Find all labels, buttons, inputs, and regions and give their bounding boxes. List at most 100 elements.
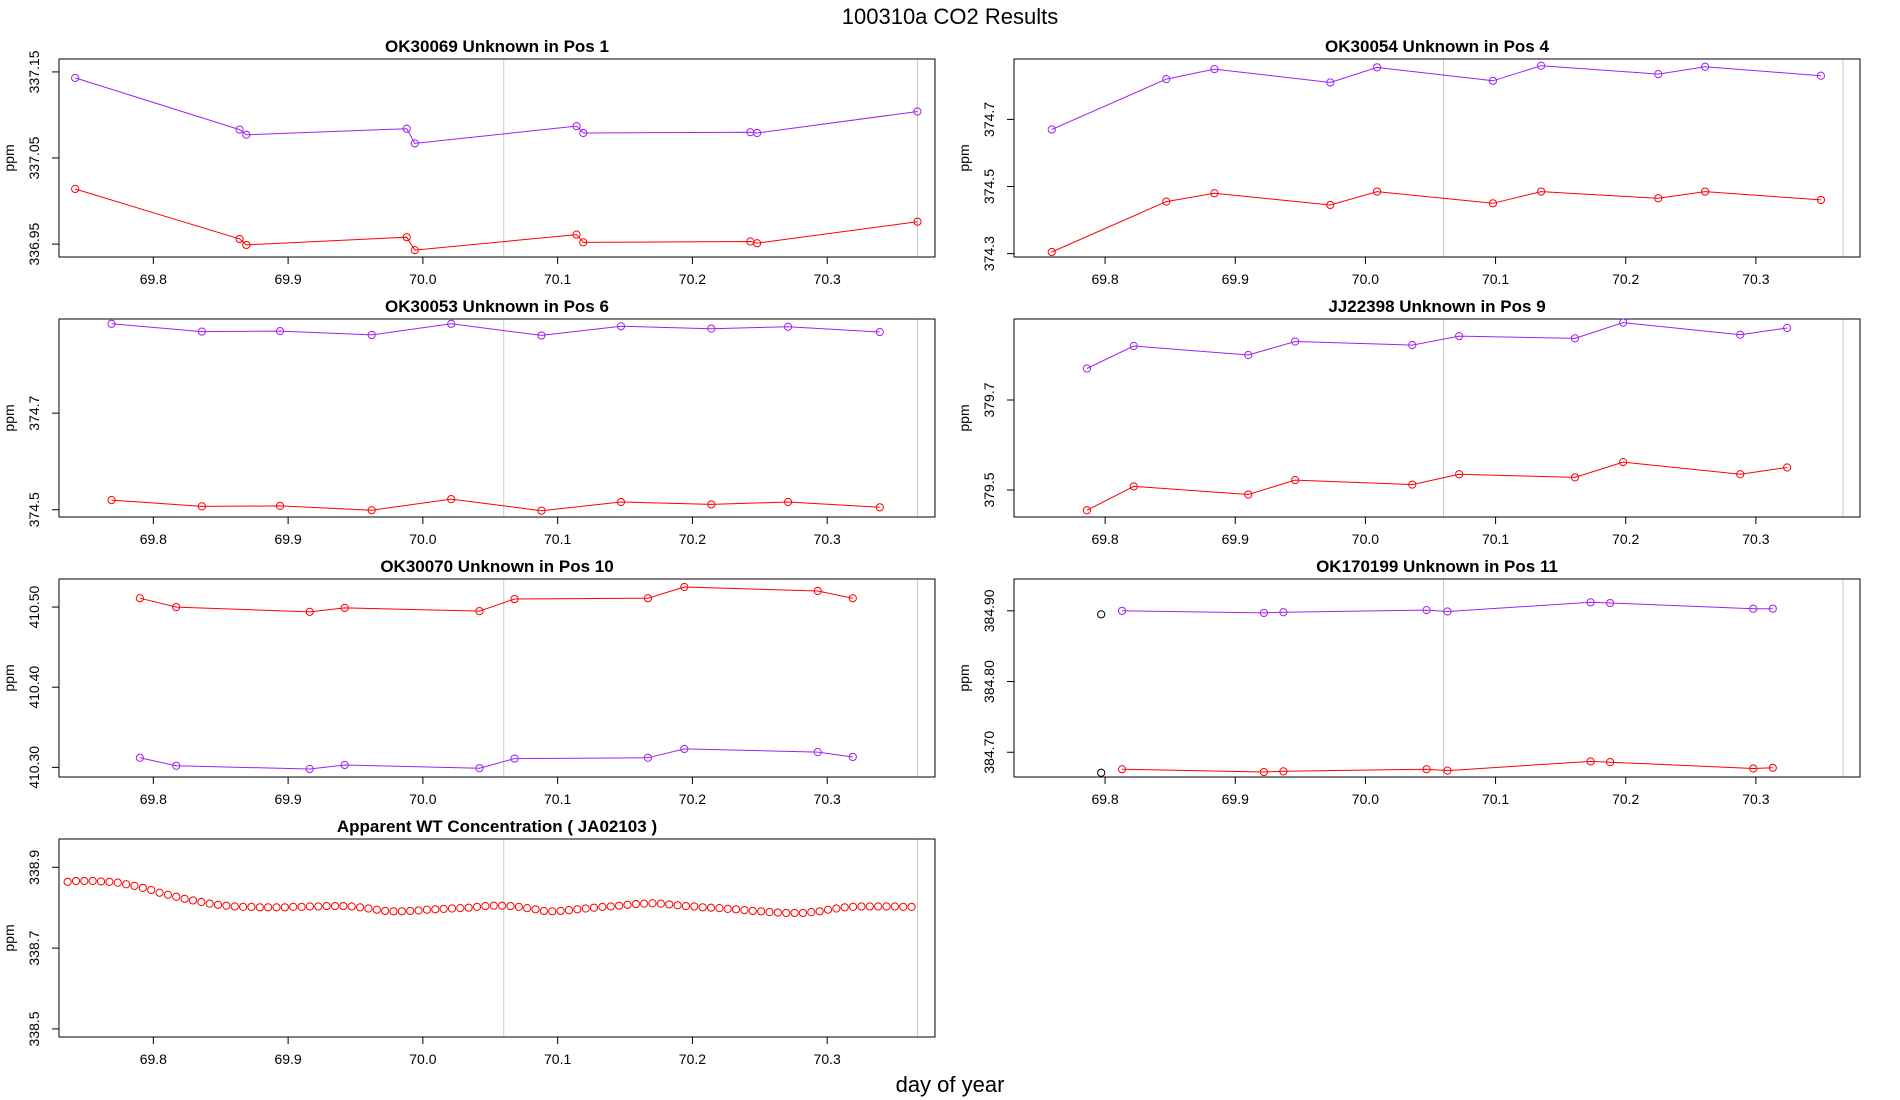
x-tick-label: 70.1	[1482, 271, 1509, 287]
data-point	[80, 876, 89, 886]
data-point	[890, 902, 899, 911]
data-point	[556, 906, 565, 916]
data-point	[188, 896, 198, 905]
series-2	[1082, 458, 1792, 515]
x-tick-label: 70.0	[409, 791, 436, 807]
y-tick-label: 374.3	[981, 236, 997, 271]
data-point	[1749, 764, 1758, 773]
data-point	[138, 883, 147, 892]
data-point	[372, 905, 381, 914]
data-point	[1408, 341, 1417, 350]
panel-1: OK30069 Unknown in Pos 1 69.8 69.9 70.0 70.1…	[1, 37, 936, 287]
data-point	[782, 908, 791, 918]
data-point	[402, 233, 411, 242]
data-point	[1654, 70, 1663, 79]
x-tick-label: 70.0	[409, 271, 436, 287]
data-point	[784, 497, 793, 507]
data-point	[107, 319, 116, 328]
data-point	[1097, 610, 1106, 619]
data-point	[242, 240, 251, 250]
data-point	[406, 906, 415, 916]
panel-title: OK30054 Unknown in Pos 4	[1325, 37, 1549, 56]
plot-frame	[1013, 318, 1861, 518]
series-1	[1117, 598, 1777, 618]
data-point	[456, 903, 465, 913]
data-point	[447, 904, 457, 913]
data-point	[255, 903, 264, 912]
data-point	[122, 880, 131, 889]
data-point	[616, 497, 626, 507]
data-point	[753, 239, 762, 248]
data-point	[631, 899, 640, 909]
data-point	[297, 902, 306, 911]
data-point	[606, 902, 615, 911]
x-tick-label: 70.1	[544, 791, 571, 807]
data-point	[1047, 125, 1056, 134]
x-tick-label: 70.1	[544, 531, 571, 547]
data-point	[1570, 334, 1580, 343]
data-point	[431, 905, 440, 914]
data-point	[305, 607, 314, 616]
data-point	[623, 900, 632, 909]
x-tick-label: 70.1	[544, 271, 571, 287]
data-point	[840, 903, 849, 912]
y-tick-label: 336.95	[26, 222, 42, 265]
data-point	[506, 901, 515, 911]
plot-frame	[58, 58, 936, 258]
series-line	[1051, 65, 1822, 130]
data-point	[475, 606, 484, 616]
data-point	[1783, 323, 1792, 333]
y-tick-label: 410.30	[26, 746, 42, 789]
series-1	[1047, 61, 1826, 134]
data-point	[1082, 506, 1091, 515]
data-point	[205, 899, 214, 908]
data-point	[1606, 758, 1615, 767]
panel-title: OK30053 Unknown in Pos 6	[385, 297, 609, 316]
data-point	[1537, 61, 1546, 70]
data-point	[135, 753, 144, 762]
data-point	[798, 908, 808, 918]
x-tick-label: 70.3	[814, 1051, 841, 1067]
series-1	[107, 319, 884, 340]
data-point	[1586, 598, 1595, 607]
data-point	[155, 888, 164, 897]
data-point	[1586, 757, 1595, 766]
data-point	[1117, 765, 1127, 774]
data-point	[322, 901, 331, 911]
data-point	[1455, 470, 1464, 479]
y-tick-label: 374.5	[26, 492, 42, 527]
x-tick-label: 69.9	[1222, 791, 1249, 807]
data-point	[643, 753, 653, 762]
panel-title: OK30069 Unknown in Pos 1	[385, 37, 609, 56]
data-point	[410, 139, 419, 148]
data-point	[347, 902, 356, 911]
data-point	[1373, 63, 1382, 72]
panel-title: OK30070 Unknown in Pos 10	[380, 557, 613, 576]
panel-6: OK170199 Unknown in Pos 11 69.8 69.9 70.0 70…	[956, 557, 1861, 807]
data-point	[1443, 766, 1452, 775]
data-point	[1408, 480, 1417, 489]
data-point	[247, 902, 256, 911]
data-point	[748, 906, 757, 916]
data-point	[289, 902, 298, 911]
data-point	[1210, 189, 1219, 198]
data-point	[275, 501, 285, 510]
y-tick-label: 374.5	[981, 169, 997, 204]
data-point	[690, 902, 699, 911]
data-point	[531, 905, 540, 914]
y-axis-label: ppm	[956, 144, 972, 171]
data-point	[264, 903, 273, 912]
data-point	[414, 906, 423, 915]
data-point	[364, 904, 373, 913]
data-point	[1244, 350, 1253, 360]
data-point	[242, 130, 251, 139]
data-point	[539, 906, 548, 916]
x-tick-label: 69.8	[140, 1051, 167, 1067]
x-tick-label: 70.2	[1612, 531, 1639, 547]
panel-4: JJ22398 Unknown in Pos 9 69.8 69.9 70.0 70.1…	[956, 297, 1861, 547]
data-point	[1259, 608, 1268, 618]
data-point	[402, 124, 411, 133]
x-tick-label: 70.2	[679, 791, 706, 807]
data-point	[907, 902, 916, 911]
data-point	[773, 908, 782, 917]
